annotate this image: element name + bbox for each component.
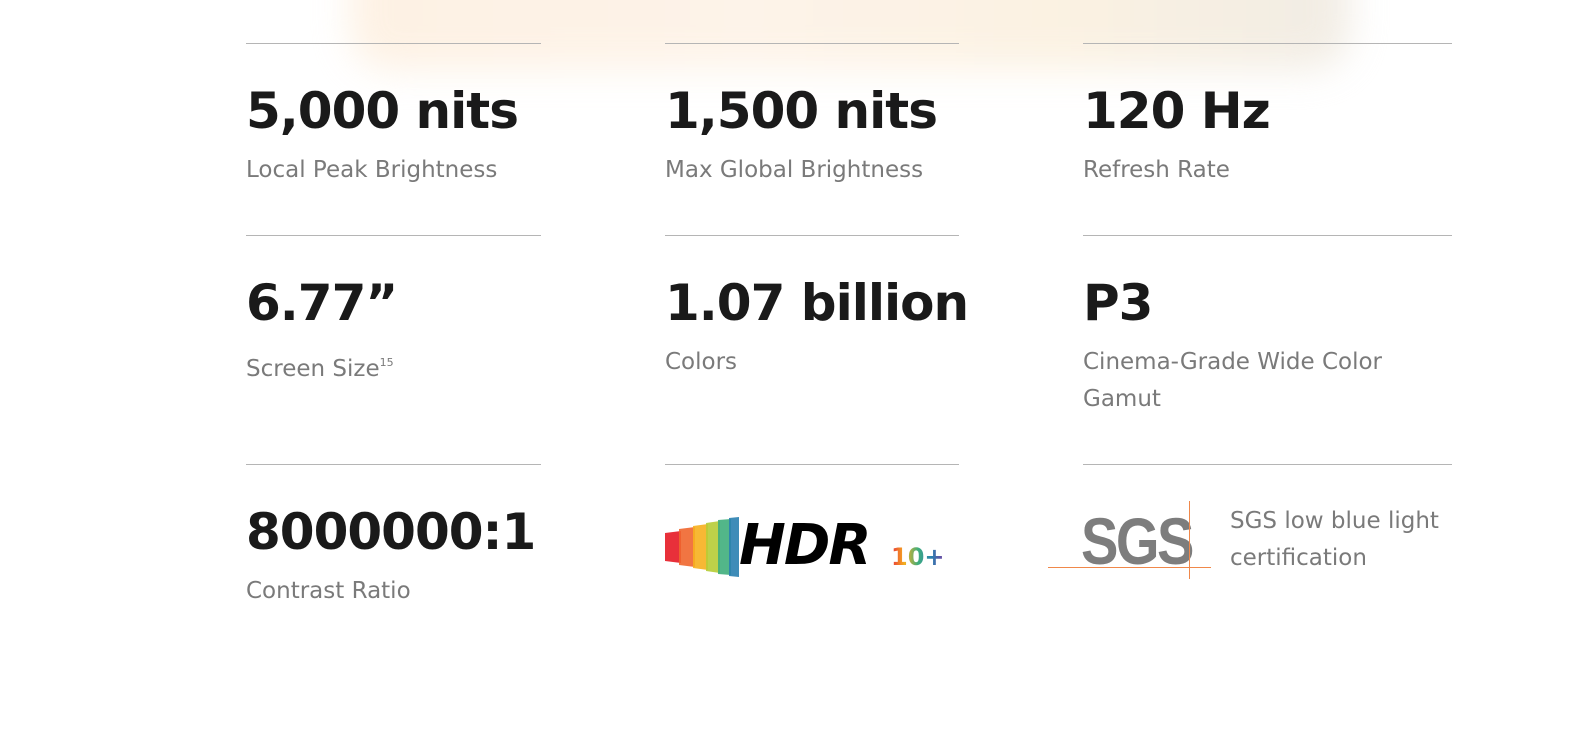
spec-color-gamut: P3 Cinema-Grade Wide Color Gamut [1083, 235, 1452, 412]
spec-label: Contrast Ratio [246, 578, 411, 604]
hdr10plus-logo: HDR 10+ [665, 513, 955, 578]
spec-label: Cinema-Grade Wide Color Gamut [1083, 349, 1382, 412]
spec-label: Refresh Rate [1083, 157, 1230, 183]
spec-value: 6.77” [246, 274, 398, 332]
spec-global-brightness: 1,500 nits Max Global Brightness [665, 43, 959, 183]
spec-value: 1,500 nits [665, 82, 938, 140]
sgs-logo-text: SGS [1081, 504, 1194, 578]
spec-value: 120 Hz [1083, 82, 1271, 140]
spec-peak-brightness: 5,000 nits Local Peak Brightness [246, 43, 541, 183]
spec-label-text: Screen Size [246, 356, 380, 382]
spec-value: 1.07 billion [665, 274, 969, 332]
spec-value: 5,000 nits [246, 82, 519, 140]
sgs-cell: SGS SGS low blue light certification [1048, 464, 1452, 579]
sgs-label: SGS low blue light certification [1230, 508, 1439, 571]
spec-label: Local Peak Brightness [246, 157, 498, 183]
spec-label: Max Global Brightness [665, 157, 924, 183]
hdr10plus-cell: HDR 10+ [665, 464, 959, 578]
hdr-10plus-text: 10+ [891, 543, 945, 571]
footnote-link[interactable]: 15 [379, 356, 394, 369]
rainbow-panels-icon [665, 517, 739, 577]
spec-value: P3 [1083, 274, 1153, 332]
spec-refresh-rate: 120 Hz Refresh Rate [1083, 43, 1452, 183]
spec-value: 8000000:1 [246, 503, 536, 561]
spec-screen-size: 6.77” Screen Size15 [246, 235, 541, 382]
sgs-logo: SGS [1048, 501, 1213, 581]
spec-label: Colors [665, 349, 738, 375]
hero-glow [350, 0, 1350, 70]
spec-colors: 1.07 billion Colors [665, 235, 969, 375]
spec-label: Screen Size15 [246, 344, 394, 388]
spec-contrast: 8000000:1 Contrast Ratio [246, 464, 541, 604]
hdr-text: HDR [739, 513, 871, 578]
